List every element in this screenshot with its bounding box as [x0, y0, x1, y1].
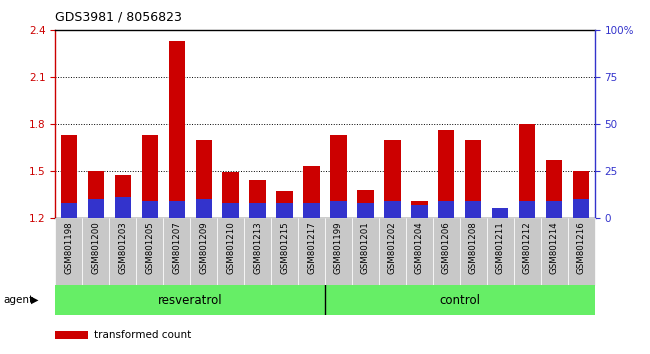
Bar: [492, 208, 508, 218]
Bar: [433, 218, 460, 285]
Text: GSM801213: GSM801213: [253, 221, 262, 274]
Bar: [142, 135, 158, 218]
Text: GSM801200: GSM801200: [91, 221, 100, 274]
Text: GSM801209: GSM801209: [199, 221, 208, 274]
Bar: [88, 171, 104, 218]
Text: GSM801214: GSM801214: [550, 221, 559, 274]
Bar: [55, 331, 88, 339]
Bar: [438, 201, 454, 218]
Text: GSM801217: GSM801217: [307, 221, 316, 274]
Text: agent: agent: [3, 295, 33, 305]
Bar: [492, 215, 508, 218]
Bar: [438, 130, 454, 218]
Bar: [168, 201, 185, 218]
Bar: [411, 205, 428, 218]
Text: GSM801207: GSM801207: [172, 221, 181, 274]
Bar: [250, 203, 266, 218]
Text: GSM801205: GSM801205: [145, 221, 154, 274]
Bar: [196, 199, 212, 218]
Bar: [60, 135, 77, 218]
Bar: [411, 200, 428, 218]
Bar: [358, 190, 374, 218]
Bar: [514, 218, 541, 285]
Bar: [190, 218, 217, 285]
Text: resveratrol: resveratrol: [158, 293, 222, 307]
Text: transformed count: transformed count: [94, 330, 191, 340]
Bar: [222, 172, 239, 218]
Bar: [384, 201, 400, 218]
Bar: [519, 124, 536, 218]
Bar: [546, 160, 562, 218]
Bar: [244, 218, 271, 285]
Bar: [541, 218, 568, 285]
Bar: [325, 218, 352, 285]
Text: GSM801203: GSM801203: [118, 221, 127, 274]
Bar: [460, 218, 487, 285]
Bar: [114, 176, 131, 218]
Bar: [88, 199, 104, 218]
Text: GSM801210: GSM801210: [226, 221, 235, 274]
Bar: [271, 218, 298, 285]
Bar: [487, 218, 514, 285]
Bar: [519, 201, 536, 218]
Bar: [276, 191, 292, 218]
Bar: [55, 218, 83, 285]
Bar: [546, 201, 562, 218]
Text: control: control: [439, 293, 480, 307]
Bar: [136, 218, 163, 285]
Bar: [465, 139, 482, 218]
Bar: [142, 201, 158, 218]
Bar: [168, 41, 185, 218]
Text: GSM801204: GSM801204: [415, 221, 424, 274]
Text: GSM801215: GSM801215: [280, 221, 289, 274]
Bar: [379, 218, 406, 285]
Bar: [384, 139, 400, 218]
Bar: [222, 203, 239, 218]
Bar: [276, 203, 292, 218]
Bar: [573, 199, 590, 218]
Text: GSM801199: GSM801199: [334, 221, 343, 274]
Text: GDS3981 / 8056823: GDS3981 / 8056823: [55, 11, 182, 24]
Bar: [114, 197, 131, 218]
Bar: [82, 218, 109, 285]
Bar: [196, 139, 212, 218]
Text: GSM801216: GSM801216: [577, 221, 586, 274]
Text: ▶: ▶: [31, 295, 39, 305]
Bar: [352, 218, 379, 285]
Text: GSM801198: GSM801198: [64, 221, 73, 274]
Bar: [304, 166, 320, 218]
Bar: [573, 171, 590, 218]
Text: GSM801208: GSM801208: [469, 221, 478, 274]
Bar: [358, 203, 374, 218]
Bar: [330, 201, 346, 218]
Bar: [330, 135, 346, 218]
Bar: [250, 180, 266, 218]
Bar: [325, 285, 595, 315]
Bar: [217, 218, 244, 285]
Bar: [298, 218, 325, 285]
Bar: [163, 218, 190, 285]
Bar: [304, 203, 320, 218]
Text: GSM801201: GSM801201: [361, 221, 370, 274]
Text: GSM801212: GSM801212: [523, 221, 532, 274]
Text: GSM801206: GSM801206: [442, 221, 451, 274]
Bar: [60, 203, 77, 218]
Text: GSM801202: GSM801202: [388, 221, 397, 274]
Bar: [109, 218, 136, 285]
Bar: [465, 201, 482, 218]
Bar: [406, 218, 433, 285]
Text: GSM801211: GSM801211: [496, 221, 505, 274]
Bar: [568, 218, 595, 285]
Bar: [55, 285, 325, 315]
